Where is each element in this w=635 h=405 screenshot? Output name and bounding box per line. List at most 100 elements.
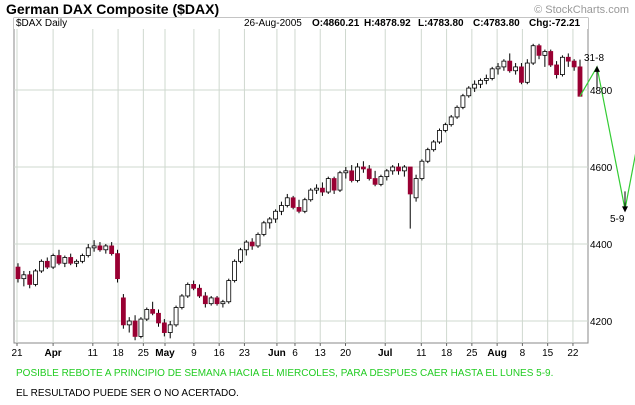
candle-body-up (524, 62, 530, 83)
forecast-note: POSIBLE REBOTE A PRINCIPIO DE SEMANA HAC… (16, 368, 554, 379)
candle (565, 53, 571, 67)
arrow-head-down (622, 206, 628, 213)
candle (62, 255, 68, 268)
projection-label-31-8: 31-8 (584, 53, 604, 64)
candle-body-up (530, 45, 536, 64)
candle-body-up (232, 260, 238, 281)
candle-body-down (396, 166, 401, 172)
candle-body-down (15, 266, 21, 280)
x-tick-label: 21 (11, 348, 23, 359)
candle-body-down (120, 297, 126, 326)
candle (132, 315, 138, 341)
candle-body-up (39, 260, 44, 272)
candle (542, 49, 548, 67)
disclaimer-note: EL RESULTADO PUEDE SER O NO ACERTADO. (16, 388, 239, 399)
y-tick-label: 4200 (590, 317, 613, 328)
candle-body-down (366, 168, 372, 179)
candle-body-down (132, 320, 138, 337)
candle (302, 197, 308, 214)
candle-body-up (261, 222, 267, 235)
candle (536, 43, 542, 60)
candle (314, 184, 319, 194)
candle-body-up (442, 124, 448, 131)
candle (21, 270, 27, 287)
candle-body-down (202, 295, 208, 305)
candle-body-up (144, 309, 150, 320)
x-tick-label: 8 (520, 348, 526, 359)
candle (396, 163, 401, 175)
candle (33, 269, 38, 287)
candle-body-up (243, 241, 249, 251)
candle (267, 217, 273, 229)
candle-body-up (74, 260, 79, 264)
candle-body-up (378, 176, 384, 185)
candle (331, 176, 337, 194)
candle (226, 278, 232, 304)
candle-body-up (384, 170, 390, 178)
x-tick-label: 25 (138, 348, 150, 359)
candle-body-up (413, 178, 419, 199)
y-tick-label: 4400 (590, 240, 613, 251)
candle (513, 63, 519, 75)
candlestick-series (15, 43, 583, 341)
candle (68, 253, 74, 266)
projection-line (579, 65, 635, 213)
candle (419, 159, 425, 181)
projection-label-5-9: 5-9 (610, 214, 625, 225)
candle (238, 247, 243, 264)
x-tick-label: 20 (340, 348, 352, 359)
candle-body-down (44, 260, 50, 268)
candle (507, 53, 513, 73)
x-tick-label: 25 (466, 348, 478, 359)
candle (255, 232, 261, 248)
x-tick-label: Apr (44, 348, 61, 359)
candle (501, 59, 507, 71)
candle-body-up (489, 68, 495, 79)
candle-body-down (296, 207, 302, 212)
x-tick-label: 16 (214, 348, 226, 359)
candle (554, 61, 559, 79)
candle (161, 319, 167, 337)
candle-body-up (284, 197, 290, 206)
x-tick-label: 13 (315, 348, 327, 359)
ohlc-high: H:4878.92 (364, 18, 411, 29)
y-tick-label: 4800 (590, 86, 613, 97)
candle (372, 170, 378, 187)
candle-body-down (27, 274, 33, 285)
ohlc-low: L:4783.80 (418, 18, 464, 29)
candle-body-up (495, 66, 501, 70)
candle (425, 147, 431, 164)
candle-body-up (513, 66, 519, 72)
x-tick-label: 11 (88, 348, 99, 359)
candle-body-up (220, 301, 226, 305)
x-tick-label: 22 (567, 348, 579, 359)
candle-body-up (50, 255, 56, 268)
candle-body-up (208, 297, 214, 305)
candle-body-up (478, 79, 483, 85)
y-tick-label: 4600 (590, 163, 613, 174)
candle (191, 280, 197, 291)
candle (337, 170, 343, 193)
candle (524, 59, 530, 85)
candle (44, 257, 50, 270)
candle-body-up (314, 187, 319, 191)
candle-body-up (267, 218, 273, 224)
candle (530, 43, 536, 65)
candle-body-up (448, 116, 454, 126)
candle (290, 195, 296, 210)
arrow-head-up (594, 65, 600, 72)
candle (156, 309, 161, 327)
candle (401, 165, 407, 177)
candle (407, 166, 413, 229)
candle (27, 270, 33, 289)
candle-body-up (62, 257, 68, 264)
candle (366, 165, 372, 181)
candle (115, 249, 120, 283)
candle (91, 240, 97, 252)
candle-body-down (407, 166, 413, 195)
x-axis: 21 Apr 11 18 25 May 9 16 23 Jun 6 13 20 Jul 11 18 25 Aug 8… (11, 343, 579, 359)
candle-body-up (302, 199, 308, 212)
candle-body-down (360, 166, 366, 170)
candle (173, 305, 179, 327)
